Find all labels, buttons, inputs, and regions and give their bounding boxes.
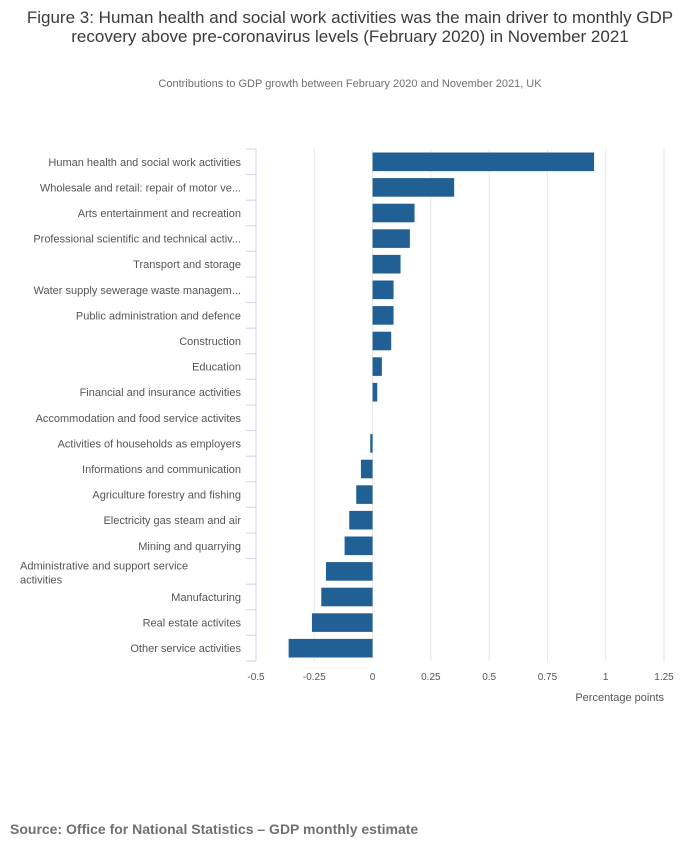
x-axis-title: Percentage points — [575, 692, 664, 704]
category-label: Activities of households as employers — [58, 438, 242, 450]
category-label: Wholesale and retail: repair of motor ve… — [40, 182, 241, 194]
category-label: Other service activities — [130, 643, 241, 655]
bar — [372, 280, 394, 300]
bar — [349, 510, 373, 530]
x-tick-label: 0.25 — [421, 672, 441, 683]
category-label: Construction — [179, 336, 241, 348]
category-label: Arts entertainment and recreation — [78, 208, 241, 220]
category-label: Electricity gas steam and air — [103, 515, 241, 527]
category-label: Financial and insurance activities — [80, 387, 242, 399]
category-label: Administrative and support service activi… — [20, 560, 188, 586]
x-tick-label: 1 — [603, 672, 609, 683]
category-label: Professional scientific and technical ac… — [33, 234, 241, 246]
bar — [372, 152, 595, 172]
category-label: Water supply sewerage waste managem... — [34, 285, 241, 297]
bar — [311, 613, 373, 632]
bar — [372, 382, 378, 402]
bar — [356, 485, 373, 504]
bar — [372, 331, 392, 351]
category-label: Real estate activites — [143, 618, 242, 630]
bar — [325, 562, 373, 581]
x-tick-label: -0.5 — [247, 672, 265, 683]
bar — [372, 229, 410, 248]
category-label: Manufacturing — [171, 592, 241, 604]
bar — [372, 203, 415, 223]
bar — [372, 357, 382, 376]
chart-subtitle: Contributions to GDP growth between Febr… — [158, 78, 542, 90]
category-label: Public administration and defence — [76, 310, 241, 322]
bar — [321, 587, 373, 607]
bar — [372, 178, 455, 197]
category-label: Mining and quarrying — [138, 541, 241, 553]
bar — [344, 536, 373, 556]
x-tick-label: 0.5 — [482, 672, 496, 683]
category-label: Informations and communication — [82, 464, 241, 476]
bar-chart: Human health and social work activities W… — [20, 148, 674, 704]
chart-title: Figure 3: Human health and social work a… — [26, 8, 674, 46]
x-tick-label: -0.25 — [303, 672, 326, 683]
x-tick-label: 0 — [370, 672, 376, 683]
bar — [372, 254, 401, 274]
bar — [360, 459, 373, 479]
bar — [288, 638, 373, 658]
category-label: Agriculture forestry and fishing — [92, 490, 241, 502]
bar — [372, 306, 394, 325]
category-label: Human health and social work activities — [48, 157, 241, 169]
category-label: Accommodation and food service activites — [36, 413, 242, 425]
category-label: Education — [192, 362, 241, 374]
category-label: Transport and storage — [133, 259, 241, 271]
x-tick-label: 0.75 — [538, 672, 558, 683]
x-tick-label: 1.25 — [654, 672, 674, 683]
source-note: Source: Office for National Statistics –… — [10, 821, 419, 837]
bar — [370, 434, 373, 453]
